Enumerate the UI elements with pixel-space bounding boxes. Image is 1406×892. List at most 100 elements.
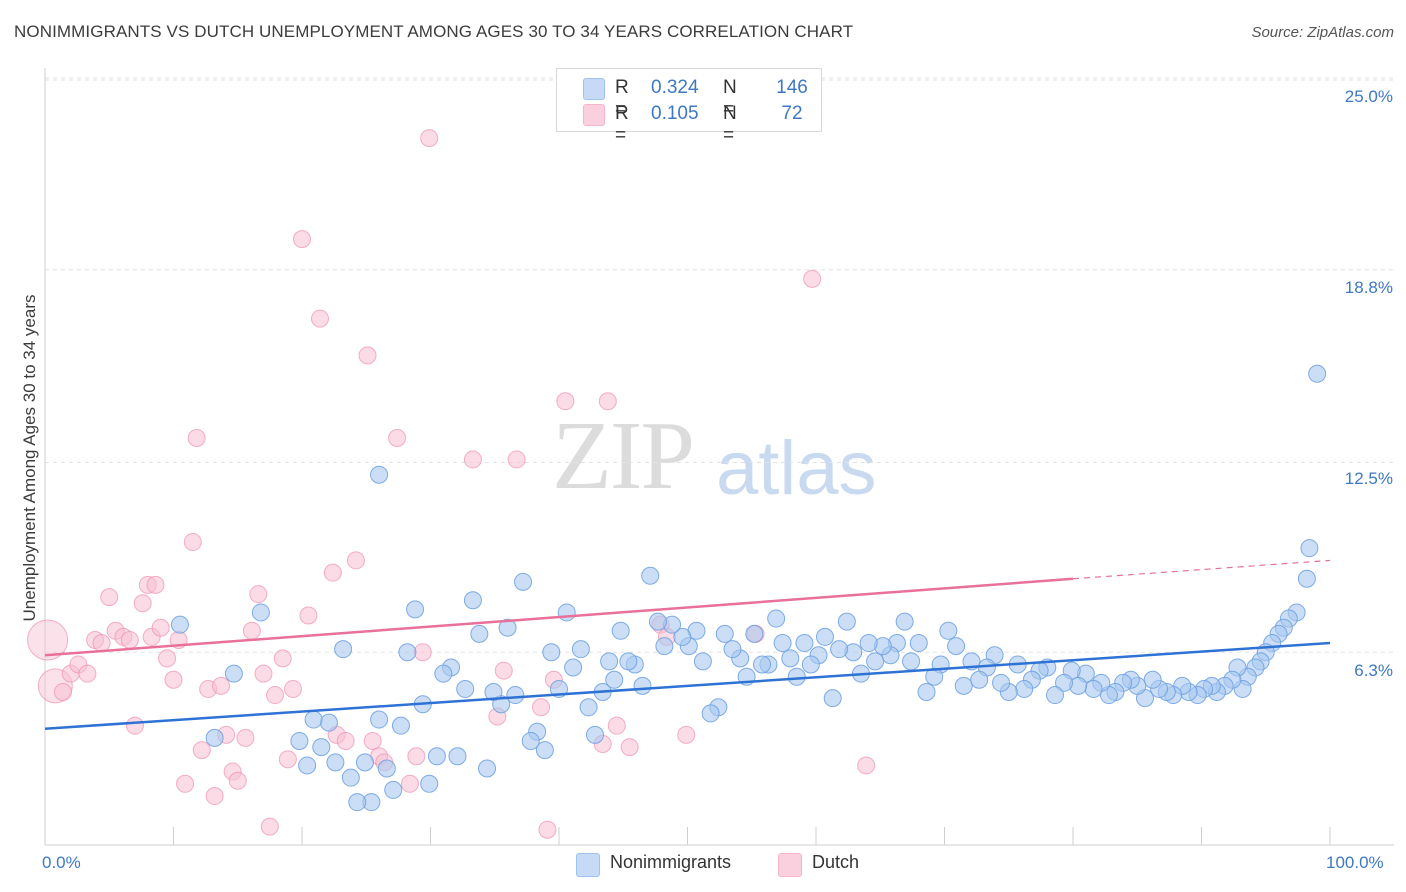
- nonimmigrants-point: [434, 664, 453, 683]
- nonimmigrants-point: [448, 747, 467, 766]
- dutch-point: [78, 664, 97, 683]
- y-tick-label: 25.0%: [1344, 87, 1393, 106]
- nonimmigrants-point: [377, 759, 396, 778]
- nonimmigrants-point: [427, 747, 446, 766]
- nonimmigrants-point: [1046, 686, 1065, 705]
- dutch-point: [133, 594, 152, 613]
- dutch-point: [857, 756, 876, 775]
- nonimmigrants-point: [557, 603, 576, 622]
- nonimmigrants-point: [773, 634, 792, 653]
- source-label: Source: ZipAtlas.com: [1251, 24, 1394, 41]
- nonimmigrants-point: [478, 759, 497, 778]
- nonimmigrants-point: [535, 741, 554, 760]
- y-axis-label: Unemployment Among Ages 30 to 34 years: [20, 294, 39, 622]
- bottom-legend-label: Dutch: [812, 852, 860, 872]
- nonimmigrants-point: [564, 658, 583, 677]
- dutch-point: [146, 575, 165, 594]
- nonimmigrants-point: [611, 621, 630, 640]
- dutch-point: [598, 392, 617, 411]
- nonimmigrants-point: [290, 731, 309, 750]
- nonimmigrants-point: [701, 704, 720, 723]
- nonimmigrants-point: [456, 679, 475, 698]
- dutch-point: [388, 429, 407, 448]
- nonimmigrants-point: [304, 710, 323, 729]
- dutch-point: [293, 230, 311, 249]
- y-tick-label: 18.8%: [1344, 278, 1393, 297]
- nonimmigrants-point: [498, 618, 517, 637]
- dutch-point: [125, 716, 144, 735]
- dutch-point: [532, 698, 551, 717]
- dutch-trend-line: [44, 577, 1074, 657]
- nonimmigrants-point: [600, 652, 619, 671]
- chart-title: NONIMMIGRANTS VS DUTCH UNEMPLOYMENT AMON…: [14, 22, 854, 41]
- nonimmigrants-point: [917, 683, 936, 701]
- dutch-point: [346, 551, 365, 570]
- legend-r-label: R =: [615, 77, 629, 120]
- nonimmigrants-point: [521, 731, 540, 750]
- nonimmigrants-point: [1015, 679, 1034, 698]
- dutch-point: [27, 619, 69, 661]
- dutch-point: [420, 129, 439, 148]
- dutch-point: [236, 728, 255, 747]
- nonimmigrants-point: [585, 725, 604, 744]
- dutch-point: [164, 670, 183, 689]
- legend-n-label: N =: [723, 103, 737, 146]
- dutch-point: [120, 630, 139, 649]
- nonimmigrants-point: [605, 670, 624, 689]
- nonimmigrants-point: [837, 612, 856, 631]
- dutch-point: [494, 661, 513, 680]
- legend-r-value: 0.324: [651, 77, 699, 98]
- dutch-trend-extension: [1072, 559, 1331, 580]
- nonimmigrants-point: [1055, 673, 1074, 692]
- dutch-point: [183, 533, 202, 552]
- nonimmigrants-point: [334, 640, 353, 659]
- nonimmigrants-point: [391, 716, 410, 735]
- nonimmigrants-point: [370, 710, 389, 729]
- nonimmigrants-point: [205, 728, 224, 747]
- nonimmigrants-point: [954, 676, 973, 695]
- dutch-point: [53, 683, 72, 701]
- dutch-point: [278, 750, 297, 769]
- nonimmigrants-point: [1084, 679, 1103, 698]
- nonimmigrants-point: [866, 652, 885, 671]
- nonimmigrants-point: [970, 670, 989, 689]
- nonimmigrants-point: [384, 780, 403, 799]
- nonimmigrants-point: [815, 627, 834, 646]
- dutch-point: [158, 649, 177, 668]
- nonimmigrants-point: [715, 624, 734, 643]
- dutch-point: [205, 787, 224, 806]
- grid-lines: [45, 77, 1394, 653]
- dutch-point: [192, 741, 211, 760]
- dutch-point: [507, 450, 526, 469]
- nonimmigrants-point: [641, 566, 660, 585]
- x-tick-label: 0.0%: [42, 853, 81, 872]
- axes: [44, 68, 1394, 846]
- nonimmigrants-point: [341, 768, 360, 787]
- dutch-point: [299, 606, 318, 625]
- x-tick-label: 100.0%: [1326, 853, 1384, 872]
- nonimmigrants-point: [370, 465, 389, 484]
- nonimmigrants-point: [781, 649, 800, 668]
- nonimmigrants-point: [420, 774, 439, 793]
- nonimmigrants-point: [579, 698, 598, 717]
- bottom-legend-swatch: [778, 853, 802, 877]
- nonimmigrants-trend-line: [44, 641, 1331, 730]
- dutch-point: [266, 686, 285, 705]
- legend-swatch: [583, 104, 605, 126]
- nonimmigrants-point: [895, 612, 914, 631]
- nonimmigrants-point: [1308, 364, 1327, 383]
- nonimmigrants-point: [542, 643, 561, 662]
- dutch-point: [323, 563, 342, 582]
- dutch-point: [607, 716, 626, 735]
- nonimmigrants-point: [319, 713, 338, 732]
- dutch-point: [228, 771, 247, 790]
- nonimmigrants-point: [514, 572, 533, 591]
- nonimmigrants-point: [753, 655, 772, 674]
- dutch-point: [463, 450, 482, 469]
- dutch-point: [677, 725, 696, 744]
- nonimmigrants-point: [484, 683, 503, 701]
- nonimmigrants-point: [571, 640, 590, 659]
- legend: R = 0.324 N = 146 R = 0.105 N = 72: [556, 68, 822, 146]
- bottom-legend-label: Nonimmigrants: [610, 852, 732, 872]
- nonimmigrants-point: [398, 643, 417, 662]
